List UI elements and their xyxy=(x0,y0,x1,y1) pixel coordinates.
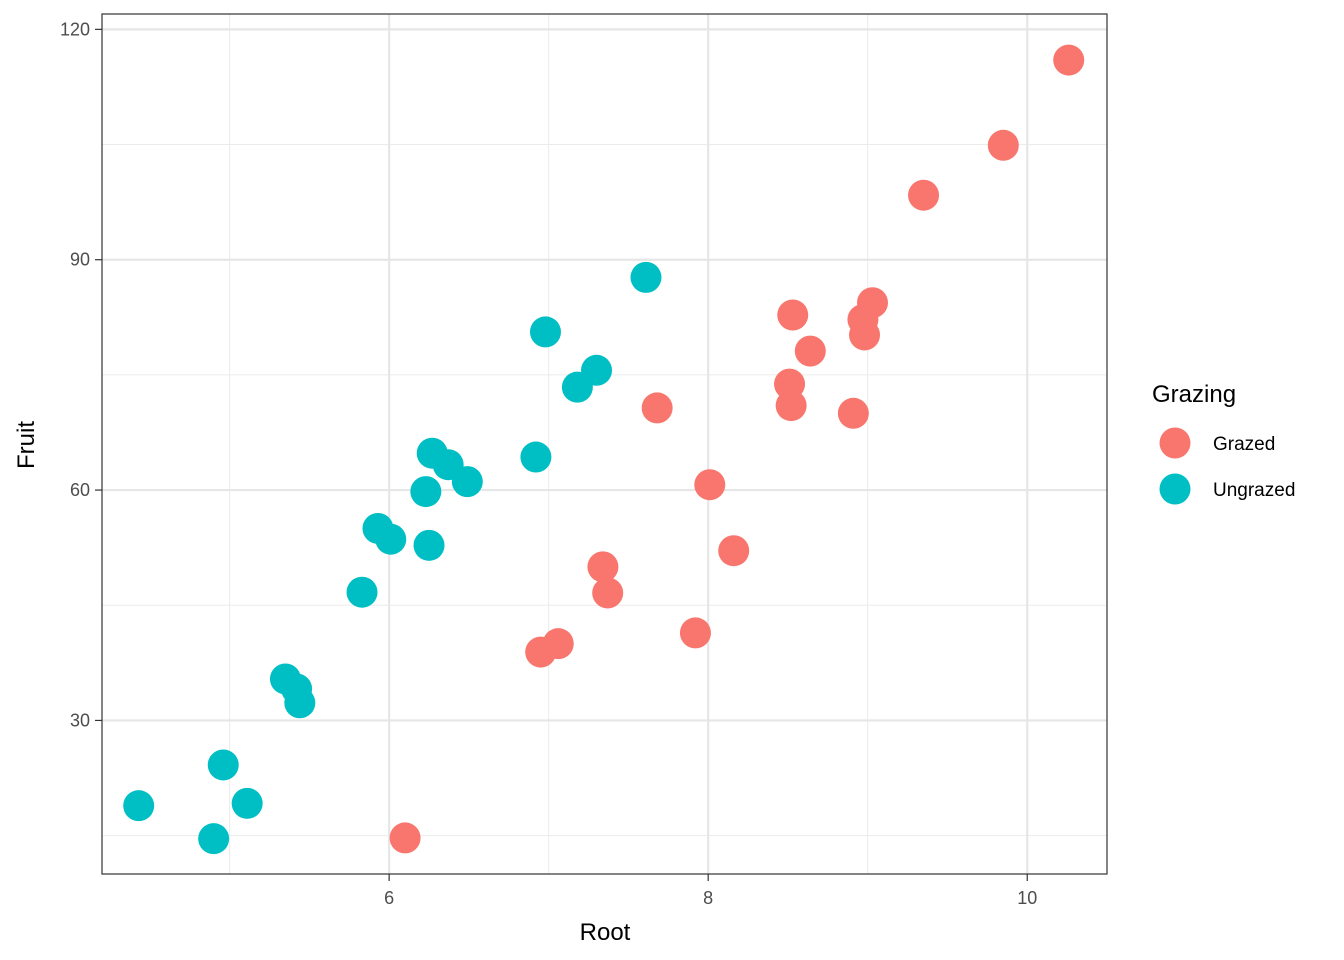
ungrazed-point xyxy=(529,316,561,348)
legend-label-ungrazed: Ungrazed xyxy=(1213,480,1295,501)
data-points xyxy=(123,44,1085,855)
ungrazed-point xyxy=(281,673,313,705)
grazed-point xyxy=(587,551,619,583)
ungrazed-point xyxy=(413,529,445,561)
y-tick-labels: 30 60 90 120 xyxy=(60,19,90,730)
grazed-point xyxy=(849,319,881,351)
ungrazed-point xyxy=(207,749,239,781)
grazed-point xyxy=(679,617,711,649)
major-grid xyxy=(102,14,1107,874)
grazed-point xyxy=(718,535,750,567)
ungrazed-point xyxy=(375,523,407,555)
grazed-point xyxy=(908,179,940,211)
grazed-point xyxy=(837,397,869,429)
grazed-point xyxy=(389,822,421,854)
y-tick-label: 120 xyxy=(60,19,90,39)
ungrazed-point xyxy=(410,476,442,508)
grazed-point xyxy=(592,577,624,609)
y-tick-label: 60 xyxy=(70,480,90,500)
x-tick-labels: 6 8 10 xyxy=(384,888,1037,908)
ungrazed-point xyxy=(198,823,230,855)
axis-ticks xyxy=(95,28,1028,881)
ungrazed-point xyxy=(123,790,155,822)
grazed-point xyxy=(857,287,888,319)
ungrazed-point xyxy=(520,441,552,473)
x-tick-label: 10 xyxy=(1017,888,1037,908)
x-axis-title: Root xyxy=(580,919,631,946)
y-tick-label: 30 xyxy=(70,710,90,730)
legend-label-grazed: Grazed xyxy=(1213,434,1275,455)
grazed-point xyxy=(794,335,826,367)
grazed-point xyxy=(777,299,809,331)
ungrazed-point xyxy=(346,576,378,608)
y-axis-title: Fruit xyxy=(13,421,40,469)
legend-key-grazed xyxy=(1159,427,1191,459)
grazed-point xyxy=(987,129,1019,161)
grazed-point xyxy=(775,390,807,422)
x-tick-label: 6 xyxy=(384,888,394,908)
ungrazed-point xyxy=(630,261,662,293)
plot-panel-border xyxy=(101,13,1108,875)
grazed-point xyxy=(542,628,574,660)
grazed-point xyxy=(641,392,673,424)
legend-title: Grazing xyxy=(1152,381,1236,408)
x-tick-label: 8 xyxy=(703,888,713,908)
ungrazed-point xyxy=(231,787,263,819)
legend: Grazing Grazed Ungrazed xyxy=(1152,381,1295,505)
ungrazed-point xyxy=(451,466,483,498)
legend-key-ungrazed xyxy=(1159,473,1191,505)
grazed-point xyxy=(694,469,726,501)
minor-grid xyxy=(102,14,1107,874)
ungrazed-point xyxy=(581,354,613,386)
y-tick-label: 90 xyxy=(70,250,90,270)
grazed-point xyxy=(1053,44,1085,76)
